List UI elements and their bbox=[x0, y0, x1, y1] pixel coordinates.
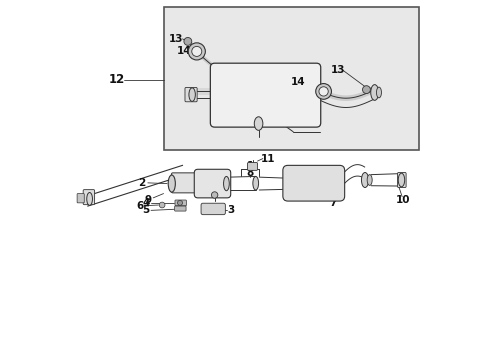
Circle shape bbox=[192, 46, 202, 57]
Bar bbox=[164, 7, 419, 150]
FancyBboxPatch shape bbox=[174, 206, 186, 211]
Circle shape bbox=[159, 202, 165, 208]
Text: 5: 5 bbox=[142, 205, 149, 215]
FancyBboxPatch shape bbox=[83, 190, 95, 204]
Circle shape bbox=[177, 201, 182, 205]
Text: 8: 8 bbox=[246, 168, 254, 178]
Text: 11: 11 bbox=[261, 154, 275, 163]
FancyBboxPatch shape bbox=[77, 194, 84, 203]
Circle shape bbox=[188, 43, 205, 60]
Ellipse shape bbox=[87, 193, 93, 205]
Text: 10: 10 bbox=[395, 195, 410, 204]
FancyBboxPatch shape bbox=[175, 200, 186, 206]
FancyBboxPatch shape bbox=[397, 172, 406, 188]
Text: 4: 4 bbox=[142, 198, 149, 208]
Text: 14: 14 bbox=[177, 46, 192, 56]
Text: 13: 13 bbox=[169, 34, 184, 44]
Text: 2: 2 bbox=[139, 178, 146, 188]
Text: 12: 12 bbox=[108, 73, 124, 86]
FancyBboxPatch shape bbox=[247, 162, 258, 170]
FancyBboxPatch shape bbox=[172, 173, 201, 193]
FancyBboxPatch shape bbox=[194, 169, 231, 198]
FancyBboxPatch shape bbox=[283, 165, 344, 201]
Ellipse shape bbox=[189, 88, 196, 102]
Circle shape bbox=[363, 86, 370, 94]
Ellipse shape bbox=[223, 176, 229, 191]
Text: 6: 6 bbox=[136, 201, 143, 211]
Text: 1: 1 bbox=[246, 161, 254, 171]
Ellipse shape bbox=[371, 85, 379, 100]
Text: 13: 13 bbox=[331, 65, 345, 75]
Text: 14: 14 bbox=[291, 77, 305, 87]
Circle shape bbox=[211, 192, 218, 198]
Ellipse shape bbox=[254, 117, 263, 130]
Text: 7: 7 bbox=[329, 198, 336, 208]
FancyBboxPatch shape bbox=[185, 87, 197, 102]
FancyBboxPatch shape bbox=[201, 203, 225, 215]
Ellipse shape bbox=[398, 173, 405, 187]
Circle shape bbox=[316, 84, 331, 99]
Text: 9: 9 bbox=[145, 195, 152, 204]
Text: 3: 3 bbox=[227, 205, 234, 215]
Circle shape bbox=[319, 87, 328, 96]
Circle shape bbox=[184, 37, 192, 45]
Ellipse shape bbox=[376, 87, 381, 98]
Ellipse shape bbox=[367, 175, 372, 185]
FancyBboxPatch shape bbox=[210, 63, 321, 127]
Ellipse shape bbox=[362, 172, 368, 188]
Ellipse shape bbox=[253, 176, 259, 190]
Ellipse shape bbox=[168, 175, 175, 192]
